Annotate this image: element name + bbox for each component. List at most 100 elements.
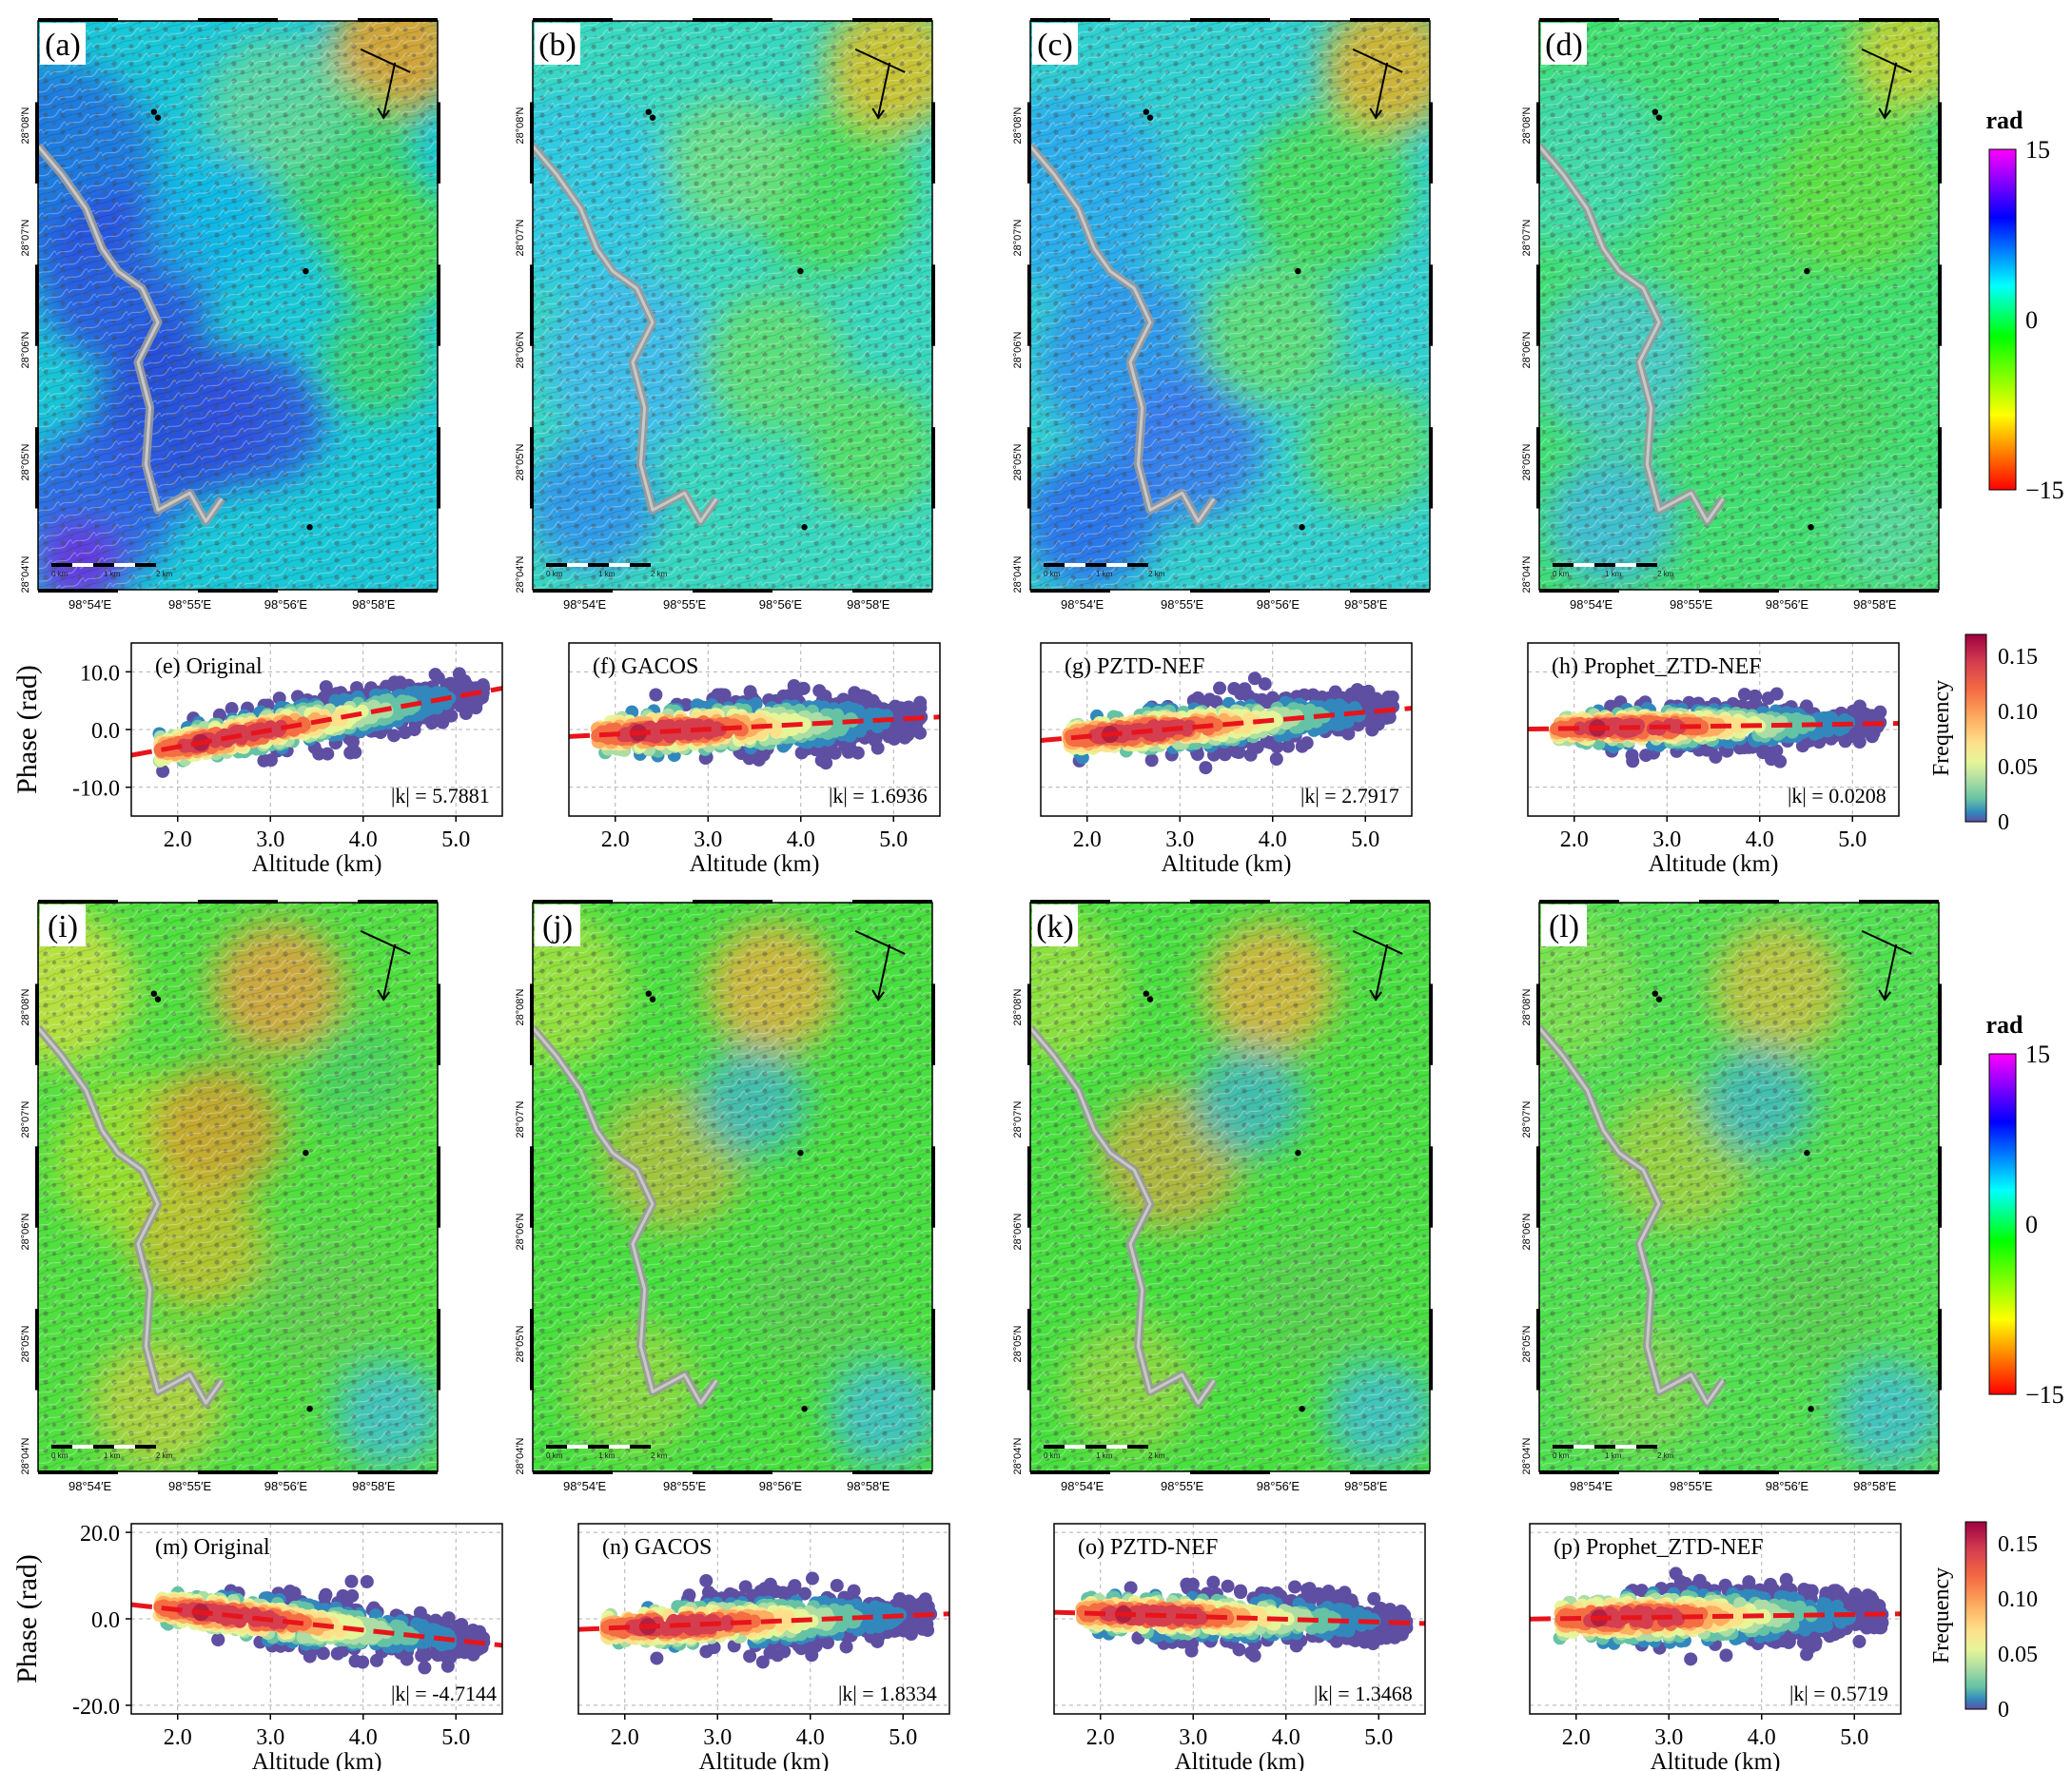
frame-tick: [437, 427, 440, 509]
x-tick-label: 3.0: [703, 1725, 732, 1750]
scatter-point: [343, 746, 358, 760]
scale-bar-label: 0 km: [546, 570, 563, 578]
lon-label: 98°54′E: [1570, 597, 1613, 612]
river-highlight: [1030, 1026, 1216, 1405]
station-dot: [1299, 524, 1305, 531]
scatter-point: [257, 753, 271, 768]
scatter-point: [328, 712, 342, 727]
lat-label: 28°06′N: [1012, 1214, 1024, 1251]
flight-direction-line: [1352, 929, 1403, 955]
frame-tick: [1699, 1470, 1779, 1474]
lat-label: 28°08′N: [1521, 989, 1533, 1026]
frequency-colorbar-tick: 0.05: [1998, 755, 2038, 780]
frame-tick: [1539, 18, 1619, 22]
lat-label: 28°04′N: [1521, 1438, 1533, 1475]
scale-bar-label: 0 km: [1553, 570, 1570, 578]
frame-tick: [1190, 589, 1270, 593]
frame-tick: [1699, 900, 1779, 904]
scale-bar-segment: [567, 1445, 588, 1449]
scatter-point: [156, 764, 170, 778]
station-dot: [1655, 996, 1663, 1002]
slope-label: |k| = 1.6936: [829, 784, 928, 808]
frame-tick: [1859, 900, 1939, 904]
x-tick-label: 2.0: [601, 827, 630, 852]
scale-bar-label: 0 km: [51, 1451, 68, 1460]
scatter-point: [830, 1578, 844, 1592]
lon-label: 98°56′E: [1257, 597, 1300, 612]
frame-tick: [852, 589, 932, 593]
look-direction-arrow: [877, 944, 891, 999]
station-dot: [154, 114, 162, 121]
x-tick-label: 5.0: [1838, 827, 1867, 852]
frame-tick: [358, 1470, 438, 1474]
x-tick-label: 2.0: [1073, 827, 1102, 852]
scatter-points: [578, 1571, 949, 1669]
frame-tick: [852, 900, 932, 904]
frame-tick: [693, 1470, 772, 1474]
frequency-colorbar-title: Frequency: [1929, 1567, 1954, 1664]
frequency-colorbar-ramp: [1964, 1521, 1987, 1710]
frame-tick: [1938, 264, 1942, 346]
frame-tick: [1030, 589, 1110, 593]
river-highlight: [1539, 145, 1725, 523]
river-highlight: [533, 145, 718, 523]
station-dot: [645, 108, 652, 115]
panel-tag: (c): [1037, 28, 1073, 63]
scatter-points: [131, 667, 502, 778]
frame-tick: [1536, 1309, 1540, 1391]
frame-tick: [437, 983, 440, 1065]
flight-direction-line: [854, 929, 906, 955]
frame-tick: [1190, 1470, 1270, 1474]
phase-field: 0 km 1 km 2 km: [1539, 21, 1939, 590]
map-panel-b: 0 km 1 km 2 km(b)28°08′N28°07′N28°06′N28°0…: [515, 18, 935, 612]
lat-label: 28°05′N: [1012, 444, 1024, 481]
lon-label: 98°58′E: [1344, 597, 1388, 612]
x-tick-label: 4.0: [1259, 827, 1287, 852]
terrain-contours: [1030, 903, 1430, 1471]
frame-tick: [533, 1470, 613, 1474]
lat-label: 28°06′N: [515, 332, 526, 369]
scatter-point: [1761, 691, 1775, 706]
scatter-point: [360, 1574, 374, 1588]
frame-tick: [1699, 18, 1779, 22]
x-tick-label: 5.0: [879, 827, 908, 852]
scatter-point: [1367, 1591, 1381, 1606]
frame-tick: [437, 264, 440, 346]
lat-label: 28°05′N: [1012, 1326, 1024, 1363]
plot-frame: [577, 1523, 950, 1715]
scale-bar-segment: [1106, 1445, 1127, 1449]
lat-label: 28°05′N: [515, 444, 526, 481]
plot-frame: [1040, 642, 1413, 817]
plot-frame: [1527, 642, 1900, 817]
panel-tag-bg: [40, 23, 86, 65]
scale-bar-label: 0 km: [1044, 570, 1061, 578]
frame-tick: [1429, 983, 1433, 1065]
frame-tick: [852, 1470, 932, 1474]
lat-label: 28°04′N: [1012, 1438, 1024, 1475]
slope-label: |k| = 2.7917: [1300, 784, 1399, 808]
phase-colorbar-unit: rad: [1986, 107, 2024, 134]
frame-tick: [1859, 1470, 1939, 1474]
lon-label: 98°55′E: [1161, 1479, 1204, 1493]
station-dot: [797, 1149, 804, 1157]
panel-tag-bg: [535, 23, 580, 65]
lat-label: 28°05′N: [20, 1326, 31, 1363]
scatter-points: [1041, 671, 1412, 775]
scatter-point: [755, 1655, 770, 1669]
scale-bar-segment: [1574, 1445, 1594, 1449]
frequency-colorbar-tick: 0: [1998, 810, 2009, 835]
look-direction-arrow: [877, 62, 891, 117]
lon-label: 98°54′E: [68, 1479, 112, 1493]
x-tick-label: 4.0: [796, 1725, 825, 1750]
scatter-point: [847, 1584, 861, 1598]
frame-tick: [1699, 589, 1779, 593]
flight-direction-line: [360, 929, 411, 955]
scale-bar-label: 0 km: [1044, 1451, 1061, 1460]
phase-field: 0 km 1 km 2 km: [1539, 903, 1939, 1471]
look-direction-arrow: [1375, 944, 1389, 999]
map-panel-j: 0 km 1 km 2 km(j)28°08′N28°07′N28°06′N28°0…: [515, 900, 935, 1493]
frame-tick: [35, 427, 39, 509]
scatter-point: [1144, 753, 1159, 768]
x-tick-label: 5.0: [889, 1725, 917, 1750]
